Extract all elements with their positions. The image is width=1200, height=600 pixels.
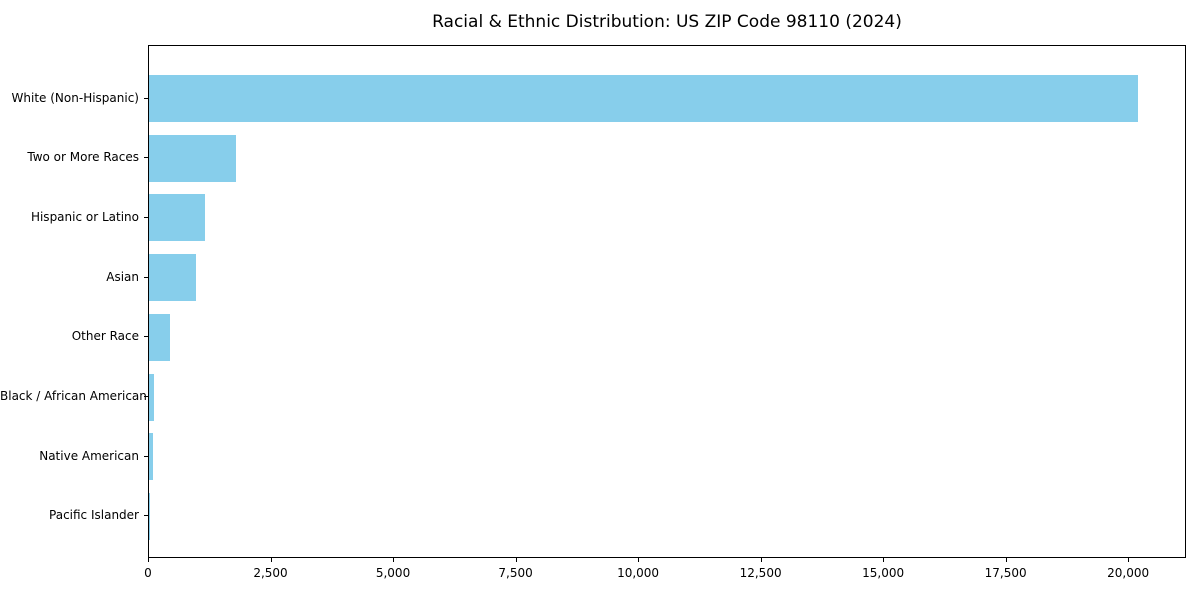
x-tick-mark (393, 558, 395, 562)
bar-hispanic-or-latino (149, 194, 205, 242)
y-tick-mark (144, 396, 148, 397)
x-tick-label: 20,000 (1107, 566, 1150, 580)
bar-asian (149, 254, 197, 302)
x-tick-label: 7,500 (498, 566, 533, 580)
bar-black-african-american (149, 373, 155, 421)
x-tick-mark (270, 558, 272, 562)
x-tick-mark (148, 558, 149, 562)
y-tick-mark (144, 216, 148, 218)
bar-native-american (149, 433, 154, 481)
x-tick-mark (760, 558, 762, 562)
chart-title: Racial & Ethnic Distribution: US ZIP Cod… (432, 12, 902, 32)
y-tick-label: White (Non-Hispanic) (11, 90, 139, 105)
y-tick-label: Native American (39, 448, 139, 463)
x-tick-mark (638, 558, 640, 562)
y-tick-mark (144, 336, 148, 338)
x-tick-label: 15,000 (862, 566, 905, 580)
x-tick-mark (1128, 558, 1130, 562)
y-tick-mark (144, 276, 148, 278)
x-tick-mark (1005, 558, 1007, 562)
x-tick-label: 17,500 (984, 566, 1027, 580)
y-tick-label: Black / African American (0, 389, 147, 403)
bar-other-race (149, 313, 171, 361)
bar-two-or-more-races (149, 134, 236, 182)
x-tick-label: 12,500 (739, 566, 782, 580)
bar-pacific-islander (149, 492, 150, 540)
y-tick-label: Pacific Islander (49, 508, 139, 523)
y-tick-label: Other Race (71, 329, 139, 344)
y-tick-label: Two or More Races (27, 150, 139, 165)
y-tick-mark (144, 455, 148, 457)
x-tick-label: 2,500 (253, 566, 288, 580)
y-tick-label: Hispanic or Latino (30, 209, 139, 224)
plot-area (148, 45, 1186, 558)
y-tick-mark (144, 515, 148, 517)
y-tick-mark (144, 97, 148, 99)
bar-white-non-hispanic (149, 75, 1138, 122)
y-tick-mark (144, 157, 148, 159)
x-tick-mark (515, 558, 517, 562)
y-tick-label: Asian (106, 269, 139, 284)
x-tick-label: 10,000 (617, 566, 660, 580)
x-tick-label: 0 (144, 566, 152, 580)
x-tick-mark (883, 558, 885, 562)
x-tick-label: 5,000 (375, 566, 411, 580)
